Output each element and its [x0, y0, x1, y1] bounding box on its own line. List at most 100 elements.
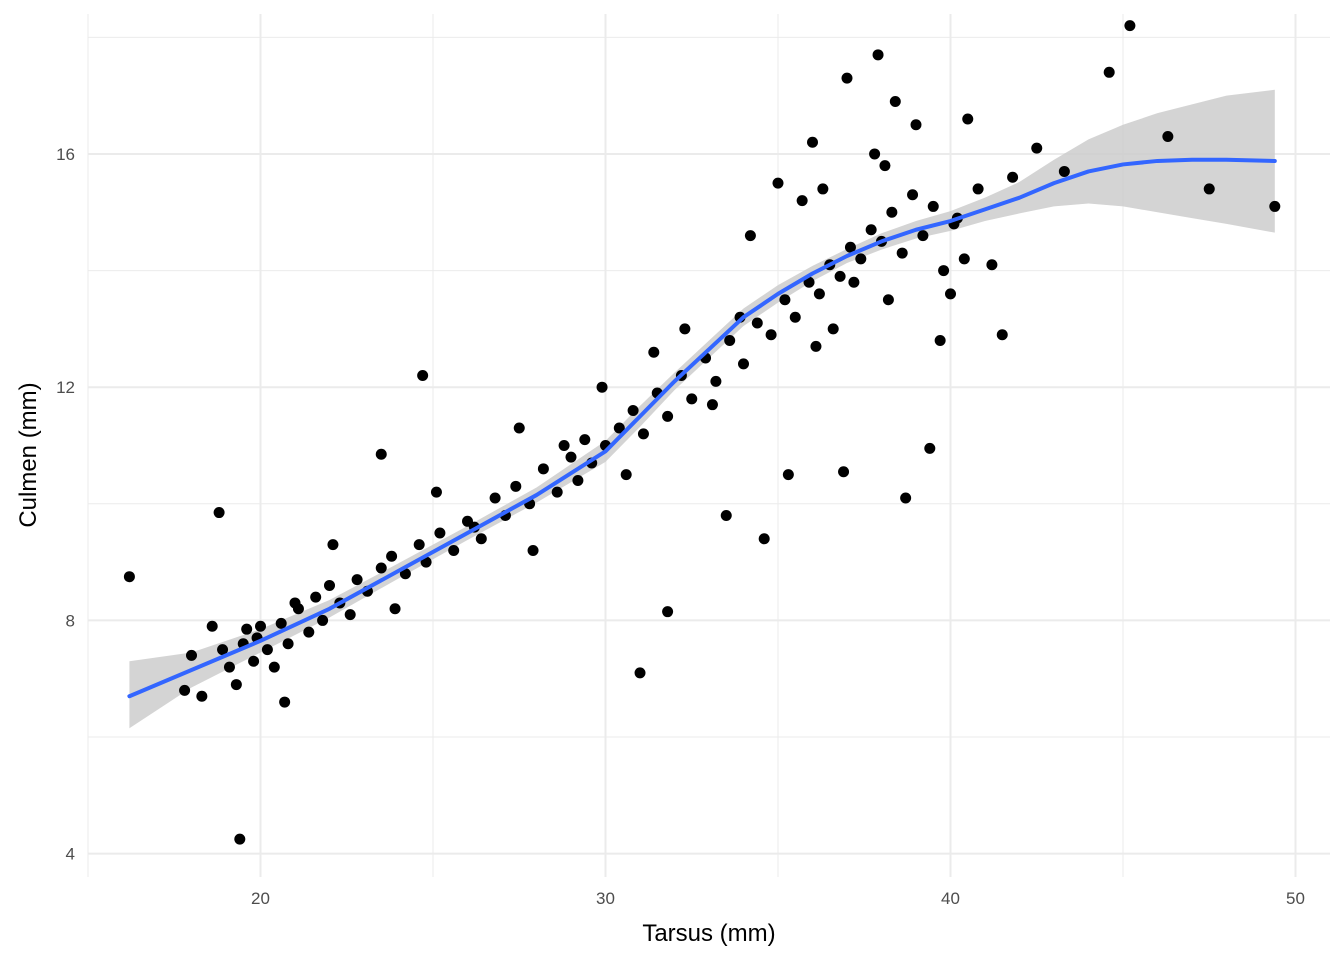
smooth-trend-line: [127, 157, 1277, 699]
y-tick-label: 8: [66, 611, 75, 630]
data-point: [475, 533, 487, 545]
data-point: [255, 620, 266, 632]
data-point: [527, 544, 539, 556]
data-point: [844, 241, 856, 253]
data-point: [1203, 183, 1215, 195]
data-point: [558, 440, 570, 451]
data-point: [234, 833, 246, 845]
data-point: [796, 195, 808, 207]
data-point: [489, 492, 501, 504]
data-point: [938, 265, 950, 277]
data-point: [834, 270, 846, 282]
data-point: [889, 95, 901, 107]
data-point: [872, 49, 884, 61]
data-point: [179, 684, 191, 696]
data-point: [772, 177, 784, 189]
data-point: [807, 136, 818, 148]
data-point: [399, 568, 411, 580]
data-point: [986, 259, 998, 271]
data-point: [869, 148, 881, 160]
data-point: [565, 451, 577, 463]
data-point: [310, 591, 322, 603]
data-point: [927, 200, 939, 212]
data-point: [751, 317, 763, 329]
data-point: [230, 679, 242, 691]
data-point: [327, 539, 339, 551]
data-point: [848, 276, 860, 288]
data-point: [648, 346, 660, 358]
data-point: [579, 434, 591, 446]
data-point: [758, 533, 770, 545]
data-point: [510, 480, 522, 492]
data-point: [351, 574, 363, 586]
data-point: [289, 597, 301, 609]
x-tick-label: 50: [1286, 889, 1305, 908]
data-point: [662, 410, 674, 422]
data-point: [248, 655, 260, 667]
x-tick-label: 30: [596, 889, 615, 908]
data-point: [827, 323, 839, 335]
data-point: [375, 562, 387, 574]
data-point: [924, 442, 936, 454]
data-point: [886, 206, 898, 218]
data-point: [434, 527, 446, 539]
data-point: [375, 448, 387, 460]
data-point: [317, 614, 329, 626]
data-point: [303, 626, 315, 638]
x-axis-tick-labels: 20 30 40 50: [251, 889, 1305, 908]
data-point: [744, 230, 756, 242]
data-point: [448, 544, 460, 556]
data-point: [838, 466, 850, 478]
data-point: [779, 294, 791, 306]
data-point: [417, 370, 429, 382]
y-tick-label: 16: [56, 145, 75, 164]
data-point: [962, 113, 974, 125]
data-point: [637, 428, 649, 440]
data-point: [841, 72, 853, 84]
data-point: [1124, 20, 1136, 32]
data-point: [1162, 130, 1174, 142]
data-point: [896, 247, 908, 259]
data-point: [1007, 171, 1019, 183]
data-point: [765, 329, 777, 341]
data-point: [958, 253, 970, 265]
data-point: [910, 119, 922, 131]
x-axis-title: Tarsus (mm): [642, 920, 775, 947]
data-point: [223, 661, 235, 673]
data-point: [186, 649, 197, 661]
data-point: [817, 183, 829, 195]
data-point: [1269, 200, 1281, 212]
data-point: [386, 550, 398, 562]
data-point: [551, 486, 563, 498]
data-point: [620, 469, 632, 481]
data-point: [789, 311, 801, 323]
data-point: [213, 507, 225, 519]
data-point: [344, 609, 356, 621]
data-point: [1058, 165, 1070, 177]
data-point: [513, 422, 525, 434]
data-point: [627, 405, 639, 417]
data-point: [907, 189, 919, 201]
data-point: [996, 329, 1008, 341]
data-point: [261, 644, 273, 656]
y-tick-label: 12: [56, 378, 75, 397]
data-point: [413, 539, 425, 551]
data-point: [782, 469, 794, 481]
data-point: [810, 340, 822, 352]
data-point: [679, 323, 691, 335]
data-point: [206, 620, 218, 632]
y-tick-label: 4: [66, 845, 75, 864]
data-point: [882, 294, 894, 306]
data-point: [123, 571, 135, 583]
data-point: [720, 509, 732, 521]
data-point: [634, 667, 646, 679]
data-point: [1103, 66, 1115, 78]
data-point: [738, 358, 749, 370]
data-point: [934, 335, 946, 347]
data-point: [430, 486, 442, 498]
y-axis-title: Culmen (mm): [15, 382, 42, 527]
data-point: [972, 183, 984, 195]
data-point: [855, 253, 867, 265]
data-point: [686, 393, 698, 405]
